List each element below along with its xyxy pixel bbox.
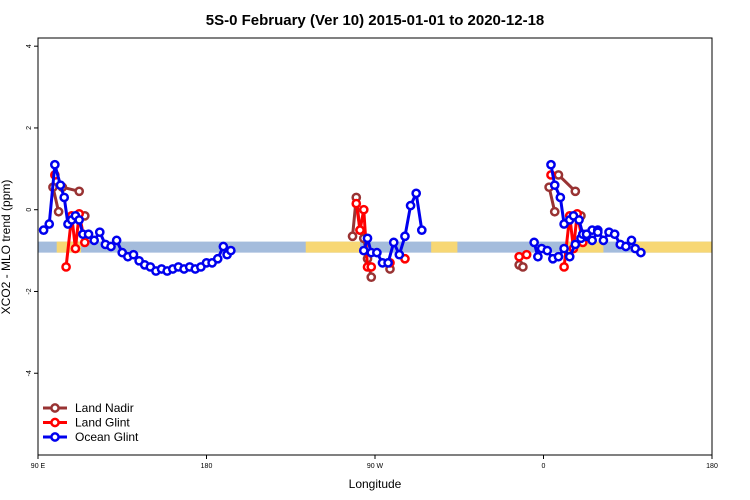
data-point bbox=[383, 258, 393, 268]
data-point bbox=[529, 237, 539, 248]
data-point bbox=[74, 215, 85, 225]
y-tick-label: 4 bbox=[26, 44, 33, 48]
data-point bbox=[518, 262, 528, 272]
data-point bbox=[355, 225, 365, 235]
legend-label: Land Glint bbox=[75, 416, 130, 430]
data-point bbox=[570, 186, 581, 197]
series bbox=[38, 159, 646, 283]
x-tick-label: 180 bbox=[706, 463, 718, 470]
data-point bbox=[358, 245, 369, 256]
data-point bbox=[581, 229, 592, 240]
data-point bbox=[106, 241, 116, 252]
data-point bbox=[94, 227, 105, 238]
legend-label: Land Nadir bbox=[75, 401, 134, 415]
land-band bbox=[631, 241, 712, 253]
data-point bbox=[50, 159, 60, 170]
data-point bbox=[366, 272, 377, 283]
series-ocean-glint-cont bbox=[358, 188, 427, 268]
data-point bbox=[212, 253, 223, 264]
data-point bbox=[44, 219, 55, 229]
x-tick-label: 90 E bbox=[31, 463, 46, 470]
data-point bbox=[636, 247, 646, 258]
data-point bbox=[89, 235, 100, 246]
legend-marker bbox=[50, 417, 60, 428]
data-point bbox=[559, 262, 569, 272]
data-point bbox=[74, 186, 85, 197]
data-point bbox=[55, 180, 66, 191]
data-point bbox=[621, 241, 631, 252]
data-point bbox=[394, 249, 405, 260]
data-point bbox=[592, 227, 603, 238]
data-point bbox=[400, 231, 410, 242]
data-point bbox=[358, 204, 369, 215]
data-point bbox=[411, 188, 422, 199]
data-point bbox=[626, 235, 637, 246]
data-point bbox=[366, 262, 377, 272]
ocean-band bbox=[38, 241, 712, 253]
chart-title: 5S-0 February (Ver 10) 2015-01-01 to 202… bbox=[206, 12, 545, 29]
axis-ticks: 90 E 180 90 W 0 180 4 2 0 -2 -4 bbox=[26, 44, 718, 470]
data-point bbox=[218, 241, 229, 252]
data-point bbox=[564, 251, 575, 262]
data-point bbox=[83, 229, 94, 240]
land-band bbox=[305, 241, 361, 253]
data-point bbox=[598, 235, 609, 246]
x-tick-label: 90 W bbox=[367, 463, 384, 470]
data-point bbox=[549, 206, 560, 217]
x-tick-label: 180 bbox=[201, 463, 213, 470]
data-point bbox=[559, 243, 569, 254]
data-point bbox=[549, 180, 560, 191]
data-point bbox=[514, 251, 525, 262]
data-point bbox=[542, 245, 553, 256]
data-point bbox=[38, 225, 49, 235]
data-point bbox=[609, 229, 620, 240]
x-axis-label: Longitude bbox=[349, 477, 402, 491]
y-tick-label: -4 bbox=[26, 370, 33, 376]
data-point bbox=[570, 239, 581, 250]
legend-marker bbox=[50, 432, 60, 442]
data-point bbox=[555, 192, 566, 203]
x-tick-label: 0 bbox=[542, 463, 546, 470]
legend-marker bbox=[50, 403, 60, 413]
legend-label: Ocean Glint bbox=[75, 430, 139, 444]
series-land-nadir bbox=[48, 170, 586, 283]
data-point bbox=[405, 200, 416, 211]
data-point bbox=[388, 237, 399, 248]
data-point bbox=[587, 235, 598, 246]
data-point bbox=[553, 251, 564, 262]
data-point bbox=[546, 159, 556, 170]
data-point bbox=[372, 247, 382, 258]
data-point bbox=[351, 198, 362, 209]
y-tick-label: 0 bbox=[26, 208, 33, 212]
data-point bbox=[225, 245, 236, 256]
data-point bbox=[128, 249, 139, 260]
data-point bbox=[53, 206, 64, 217]
data-point bbox=[362, 233, 373, 244]
data-point bbox=[79, 237, 90, 248]
land-band bbox=[567, 241, 604, 253]
y-tick-label: 2 bbox=[26, 126, 33, 130]
data-point bbox=[61, 262, 71, 272]
y-axis-label: XCO2 - MLO trend (ppm) bbox=[0, 180, 13, 315]
land-band bbox=[431, 241, 458, 253]
data-point bbox=[521, 249, 532, 260]
data-point bbox=[347, 231, 358, 242]
data-point bbox=[574, 215, 584, 225]
data-point bbox=[59, 192, 70, 203]
data-point bbox=[70, 243, 81, 254]
data-point bbox=[111, 235, 122, 246]
series-ocean-glint bbox=[38, 159, 646, 276]
y-tick-label: -2 bbox=[26, 288, 33, 294]
data-point bbox=[416, 225, 427, 235]
data-point bbox=[553, 170, 564, 180]
series-ocean-glint-mirror bbox=[546, 159, 603, 246]
data-point bbox=[533, 251, 543, 262]
